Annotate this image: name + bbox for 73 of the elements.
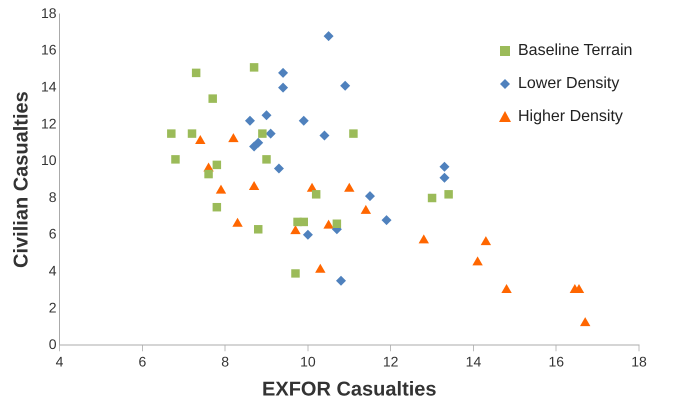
x-axis-title: EXFOR Casualties xyxy=(262,378,437,401)
point xyxy=(167,129,176,138)
legend-label: Lower Density xyxy=(518,74,620,92)
point xyxy=(212,202,222,212)
point xyxy=(580,317,590,326)
point xyxy=(291,269,300,278)
point xyxy=(262,110,272,120)
point xyxy=(428,194,436,202)
point xyxy=(204,170,213,178)
y-tick-label: 4 xyxy=(48,262,57,278)
point xyxy=(336,276,346,286)
point xyxy=(195,134,206,144)
point xyxy=(501,284,512,293)
y-tick-label: 10 xyxy=(40,152,57,168)
point xyxy=(248,180,260,190)
x-tick-label: 16 xyxy=(548,353,564,370)
point xyxy=(254,225,262,234)
legend-label: Baseline Terrain xyxy=(518,42,632,60)
point xyxy=(360,204,372,214)
point xyxy=(480,236,492,246)
point xyxy=(312,190,320,199)
point xyxy=(274,164,284,174)
point xyxy=(250,63,258,72)
y-tick-label: 8 xyxy=(48,188,57,205)
point xyxy=(382,215,392,226)
point xyxy=(315,264,326,273)
point xyxy=(332,220,342,228)
point xyxy=(228,133,239,142)
point xyxy=(232,218,243,227)
x-tick-label: 8 xyxy=(221,353,230,370)
point xyxy=(188,129,196,138)
x-tick-label: 6 xyxy=(138,353,146,370)
y-tick-label: 6 xyxy=(48,226,57,242)
point xyxy=(439,162,450,172)
point xyxy=(319,130,330,140)
point xyxy=(249,141,260,152)
x-tick-label: 18 xyxy=(631,353,647,370)
point xyxy=(262,155,271,164)
point xyxy=(244,116,255,126)
point xyxy=(290,225,301,234)
point xyxy=(418,234,429,244)
y-axis-title: Civilian Casualties xyxy=(10,91,33,268)
point xyxy=(324,31,334,42)
point xyxy=(349,129,358,138)
point xyxy=(278,68,288,78)
point xyxy=(171,155,180,164)
point xyxy=(212,160,222,170)
y-tick-label: 2 xyxy=(48,299,57,316)
point xyxy=(439,172,450,183)
y-tick-label: 0 xyxy=(48,336,57,352)
point xyxy=(216,184,226,194)
point xyxy=(472,256,483,266)
point xyxy=(323,220,334,229)
point xyxy=(344,182,354,192)
x-tick-label: 12 xyxy=(382,353,399,370)
x-tick-label: 10 xyxy=(300,353,316,370)
point xyxy=(258,129,267,138)
point xyxy=(364,191,375,202)
point xyxy=(302,230,313,240)
point xyxy=(298,116,309,126)
point xyxy=(278,82,288,93)
point xyxy=(300,218,308,226)
legend-label: Higher Density xyxy=(518,108,623,126)
point xyxy=(340,80,350,91)
point xyxy=(208,94,217,103)
y-tick-label: 12 xyxy=(40,115,57,132)
y-tick-label: 14 xyxy=(40,78,57,94)
point xyxy=(192,68,200,78)
y-tick-label: 18 xyxy=(40,4,57,21)
point xyxy=(444,190,453,199)
x-tick-label: 14 xyxy=(466,353,482,370)
y-tick-label: 16 xyxy=(40,42,57,58)
point xyxy=(266,128,276,139)
